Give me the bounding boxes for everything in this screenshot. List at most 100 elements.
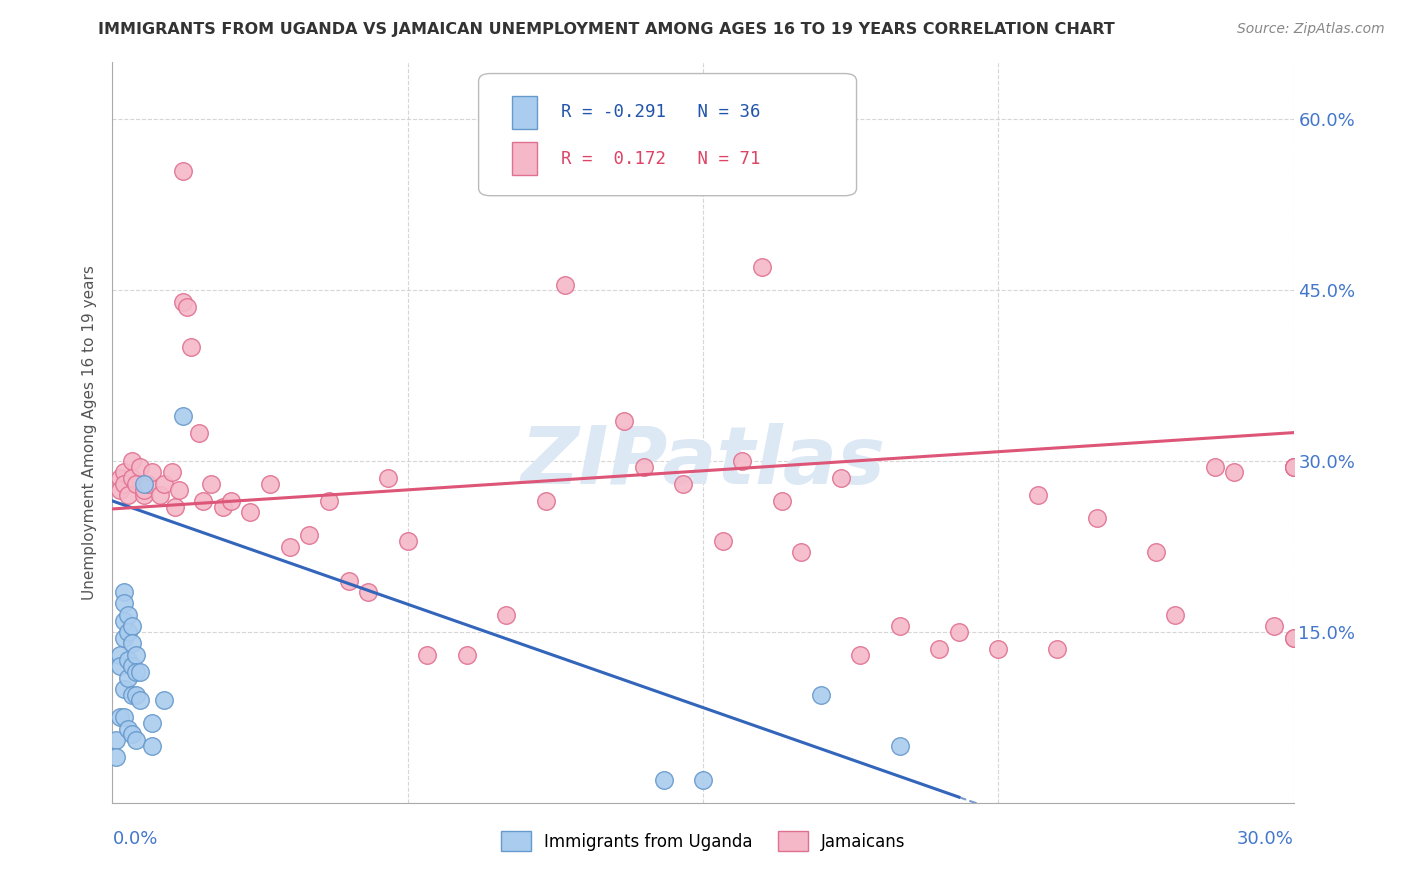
Point [396,533,419,548]
Point [117,488,139,502]
Point [928,642,950,657]
Point [1282,459,1305,474]
Point [239,505,262,519]
Point [141,466,163,480]
Point [125,733,148,747]
Point [125,476,148,491]
Point [121,659,143,673]
Point [112,585,135,599]
Point [125,648,148,662]
Point [121,727,143,741]
Point [889,619,911,633]
Point [191,494,214,508]
Point [172,163,194,178]
Point [141,716,163,731]
Point [751,260,773,275]
Point [830,471,852,485]
Point [121,688,143,702]
Point [112,597,135,611]
Point [160,466,183,480]
Point [152,693,174,707]
Point [110,483,132,497]
Point [121,471,143,485]
Point [129,665,152,679]
Point [112,614,135,628]
Point [593,78,616,93]
Point [1282,459,1305,474]
Point [165,500,187,514]
Point [1282,459,1305,474]
Text: 30.0%: 30.0% [1237,830,1294,847]
Point [188,425,211,440]
Point [692,772,714,787]
Text: IMMIGRANTS FROM UGANDA VS JAMAICAN UNEMPLOYMENT AMONG AGES 16 TO 19 YEARS CORREL: IMMIGRANTS FROM UGANDA VS JAMAICAN UNEMP… [98,22,1115,37]
Point [1204,459,1226,474]
Point [1085,511,1108,525]
Point [1144,545,1167,559]
Point [110,710,132,724]
Point [1026,488,1049,502]
Point [770,494,793,508]
Point [211,500,233,514]
Point [219,494,242,508]
Point [534,494,557,508]
FancyBboxPatch shape [512,142,537,175]
Point [136,476,159,491]
Point [121,619,143,633]
Point [259,476,281,491]
Point [672,476,695,491]
Point [132,483,155,497]
Point [172,409,194,423]
Point [554,277,576,292]
Point [112,710,135,724]
Point [152,476,174,491]
Point [731,454,754,468]
Point [132,476,155,491]
Point [110,471,132,485]
Point [176,301,198,315]
Legend: Immigrants from Uganda, Jamaicans: Immigrants from Uganda, Jamaicans [494,825,912,857]
Point [105,750,128,764]
Y-axis label: Unemployment Among Ages 16 to 19 years: Unemployment Among Ages 16 to 19 years [82,265,97,600]
Point [200,476,222,491]
Point [125,688,148,702]
Point [1282,631,1305,645]
Point [318,494,340,508]
Point [169,483,191,497]
Point [377,471,399,485]
Point [180,340,202,354]
Text: 0.0%: 0.0% [112,830,157,847]
Point [121,636,143,650]
Point [987,642,1010,657]
Point [613,414,636,428]
Point [652,772,675,787]
Point [1282,459,1305,474]
FancyBboxPatch shape [478,73,856,195]
Point [1046,642,1069,657]
Text: ZIPatlas: ZIPatlas [520,423,886,501]
Point [129,693,152,707]
Point [574,146,596,161]
Point [1164,607,1187,622]
Point [495,607,517,622]
Point [105,733,128,747]
Point [110,648,132,662]
Point [132,488,155,502]
Point [298,528,321,542]
Point [129,459,152,474]
Point [1223,466,1246,480]
Point [110,659,132,673]
Point [810,688,832,702]
Point [889,739,911,753]
Point [121,454,143,468]
FancyBboxPatch shape [512,95,537,129]
Point [125,665,148,679]
Point [849,648,872,662]
Point [112,476,135,491]
Point [456,648,478,662]
Point [141,739,163,753]
Point [112,631,135,645]
Point [337,574,360,588]
Point [711,533,734,548]
Point [948,624,970,639]
